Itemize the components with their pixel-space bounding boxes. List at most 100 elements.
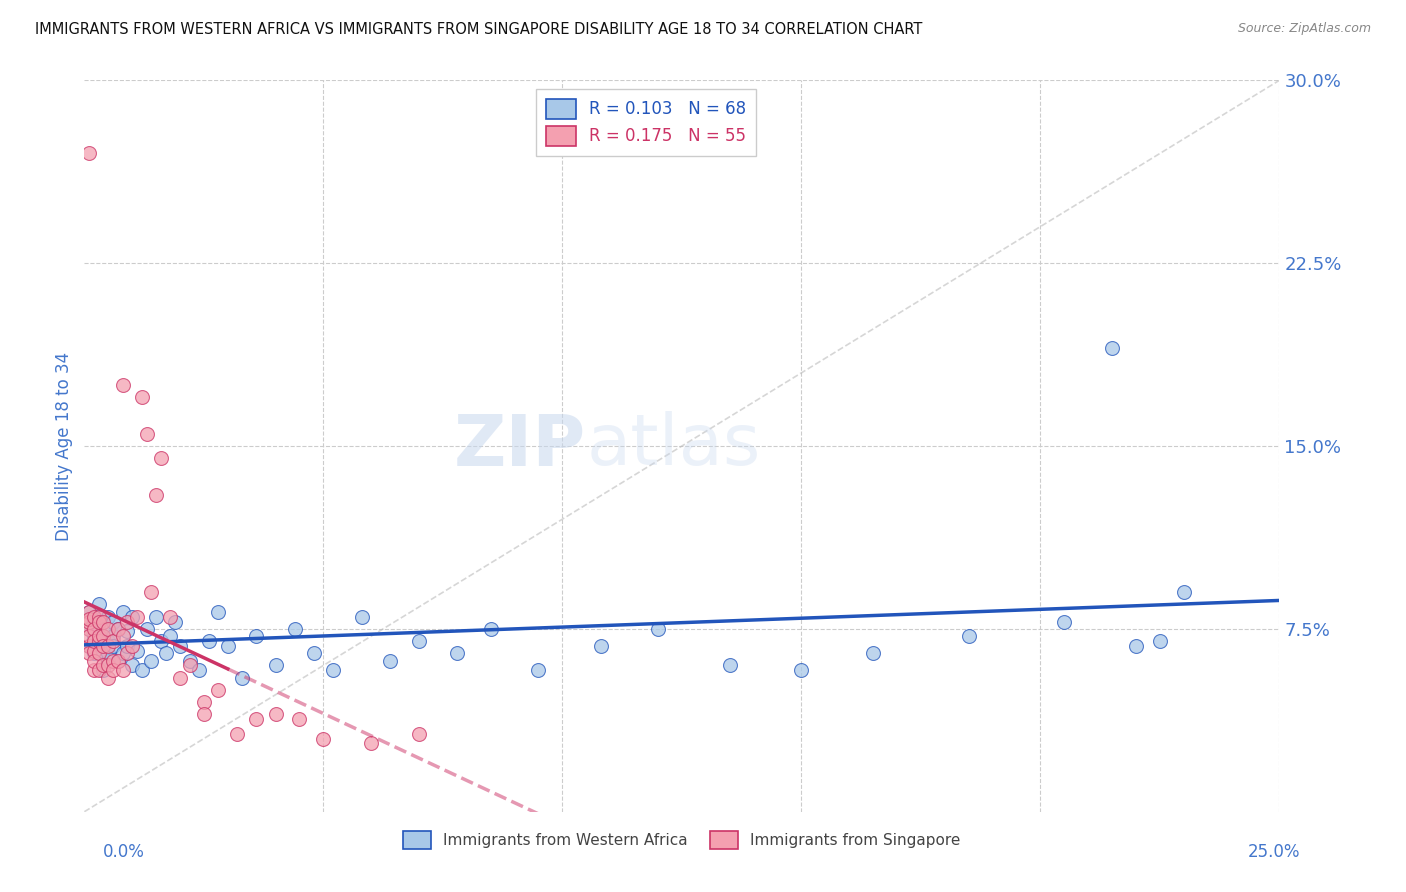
Point: [77, 639, 100, 653]
Point: [93, 609, 115, 624]
Point: [107, 654, 129, 668]
Point: [87, 646, 110, 660]
Point: [107, 654, 129, 668]
Point: [93, 629, 115, 643]
Point: [83, 609, 105, 624]
Point: [197, 634, 219, 648]
Point: [350, 609, 373, 624]
Point: [83, 646, 105, 660]
Point: [83, 612, 105, 626]
Point: [77, 629, 100, 643]
Point: [77, 612, 100, 626]
Text: Source: ZipAtlas.com: Source: ZipAtlas.com: [1237, 22, 1371, 36]
Point: [117, 639, 139, 653]
Point: [93, 615, 115, 629]
Point: [87, 629, 110, 643]
Point: [135, 426, 157, 441]
Point: [83, 644, 105, 658]
Point: [1053, 615, 1076, 629]
Point: [83, 629, 105, 643]
Point: [169, 639, 191, 653]
Point: [589, 639, 612, 653]
Point: [718, 658, 741, 673]
Point: [77, 605, 100, 619]
Point: [149, 634, 172, 648]
Point: [135, 622, 157, 636]
Point: [302, 646, 325, 660]
Point: [77, 615, 100, 629]
Point: [231, 671, 253, 685]
Point: [117, 646, 139, 660]
Point: [790, 663, 813, 677]
Point: [97, 634, 120, 648]
Point: [101, 654, 124, 668]
Point: [1149, 634, 1171, 648]
Point: [957, 629, 980, 643]
Point: [264, 658, 287, 673]
Text: 0.0%: 0.0%: [103, 843, 145, 861]
Point: [111, 378, 134, 392]
Point: [77, 622, 100, 636]
Point: [527, 663, 550, 677]
Point: [207, 605, 229, 619]
Point: [193, 695, 215, 709]
Point: [83, 622, 105, 636]
Point: [1101, 342, 1123, 356]
Point: [87, 639, 110, 653]
Text: atlas: atlas: [586, 411, 761, 481]
Point: [83, 654, 105, 668]
Point: [83, 663, 105, 677]
Point: [125, 609, 148, 624]
Point: [380, 654, 402, 668]
Point: [121, 609, 143, 624]
Point: [245, 712, 267, 726]
Point: [111, 605, 134, 619]
Point: [179, 658, 201, 673]
Point: [83, 615, 105, 629]
Point: [107, 622, 129, 636]
Point: [97, 639, 120, 653]
Point: [159, 609, 181, 624]
Y-axis label: Disability Age 18 to 34: Disability Age 18 to 34: [55, 351, 73, 541]
Point: [131, 390, 153, 404]
Text: 25.0%: 25.0%: [1249, 843, 1301, 861]
Point: [360, 736, 382, 750]
Point: [97, 671, 120, 685]
Point: [312, 731, 335, 746]
Point: [97, 654, 120, 668]
Point: [83, 634, 105, 648]
Point: [647, 622, 669, 636]
Point: [111, 663, 134, 677]
Point: [207, 682, 229, 697]
Point: [77, 605, 100, 619]
Point: [288, 712, 311, 726]
Point: [107, 622, 129, 636]
Point: [87, 634, 110, 648]
Point: [101, 629, 124, 643]
Point: [87, 663, 110, 677]
Point: [93, 644, 115, 658]
Point: [1125, 639, 1147, 653]
Point: [446, 646, 468, 660]
Point: [217, 639, 239, 653]
Point: [101, 663, 124, 677]
Point: [87, 634, 110, 648]
Point: [77, 646, 100, 660]
Point: [77, 639, 100, 653]
Point: [408, 634, 430, 648]
Point: [97, 622, 120, 636]
Point: [93, 663, 115, 677]
Point: [125, 644, 148, 658]
Point: [87, 624, 110, 639]
Point: [141, 585, 163, 599]
Point: [479, 622, 502, 636]
Point: [87, 609, 110, 624]
Point: [121, 639, 143, 653]
Point: [165, 615, 187, 629]
Point: [188, 663, 211, 677]
Point: [141, 654, 163, 668]
Point: [155, 646, 177, 660]
Point: [87, 598, 110, 612]
Point: [193, 707, 215, 722]
Point: [93, 622, 115, 636]
